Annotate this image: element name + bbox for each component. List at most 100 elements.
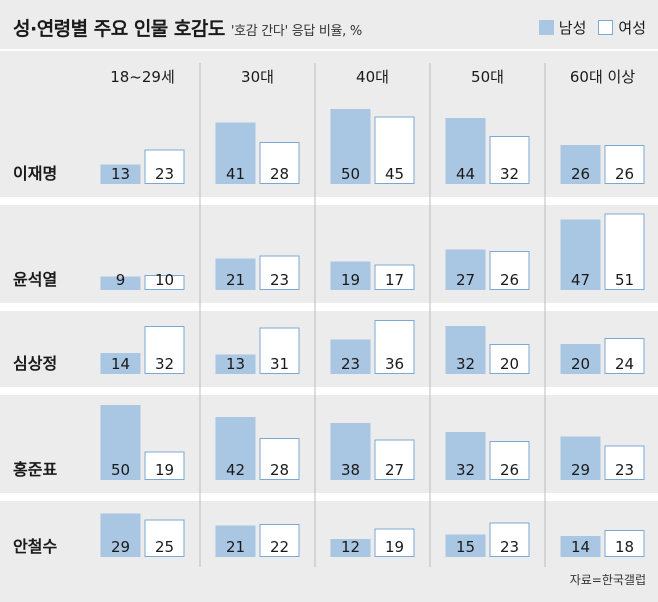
data-label-male: 9	[116, 271, 126, 289]
data-label-male: 32	[456, 355, 475, 373]
chart-title: 성·연령별 주요 인물 호감도	[13, 18, 225, 40]
data-label-male: 20	[571, 355, 590, 373]
bar-female	[259, 255, 300, 290]
bar-male	[100, 405, 141, 480]
person-label: 안철수	[13, 537, 57, 556]
data-label-female: 18	[615, 538, 634, 556]
data-label-male: 44	[456, 165, 475, 183]
bar-female	[374, 116, 415, 184]
data-label-male: 29	[571, 461, 590, 479]
source-note: 자료=한국갤럽	[569, 573, 646, 587]
data-label-male: 50	[341, 165, 360, 183]
bar-male	[100, 513, 141, 557]
person-label: 홍준표	[13, 460, 57, 479]
legend-label-male: 남성	[558, 19, 587, 37]
legend-item-male: 남성	[538, 17, 587, 38]
row-separator	[0, 197, 658, 205]
bar-female	[144, 451, 185, 480]
data-label-female: 26	[615, 165, 634, 183]
chart-subtitle: '호감 간다' 응답 비율, %	[230, 24, 362, 39]
person-label: 윤석열	[13, 270, 57, 289]
data-label-female: 26	[500, 271, 519, 289]
data-label-female: 28	[270, 461, 289, 479]
bar-male	[445, 249, 486, 290]
data-label-female: 19	[155, 461, 174, 479]
person-label: 이재명	[13, 164, 57, 183]
bar-male	[330, 261, 371, 290]
data-label-female: 26	[500, 461, 519, 479]
data-label-male: 27	[456, 271, 475, 289]
title-block: 성·연령별 주요 인물 호감도 '호감 간다' 응답 비율, %	[13, 14, 362, 41]
bar-female	[489, 522, 530, 557]
bar-male	[330, 109, 371, 184]
data-label-female: 25	[155, 538, 174, 556]
bar-female	[604, 445, 645, 480]
bar-female	[489, 136, 530, 184]
age-group-label: 50대	[471, 68, 504, 86]
bar-female	[604, 530, 645, 557]
bar-male	[215, 122, 256, 184]
bar-male	[445, 326, 486, 374]
data-label-female: 28	[270, 165, 289, 183]
bar-female	[374, 264, 415, 290]
bar-female	[259, 438, 300, 480]
bar-male	[560, 436, 601, 480]
bar-male	[445, 432, 486, 480]
data-label-male: 15	[456, 538, 475, 556]
data-label-male: 23	[341, 355, 360, 373]
bar-female	[144, 326, 185, 374]
bar-female	[489, 251, 530, 290]
legend-swatch-female	[598, 20, 614, 35]
data-label-female: 17	[385, 271, 404, 289]
bar-male	[330, 423, 371, 480]
bar-female	[374, 320, 415, 374]
data-label-male: 29	[111, 538, 130, 556]
data-label-male: 32	[456, 461, 475, 479]
data-label-male: 13	[226, 355, 245, 373]
bar-female	[374, 528, 415, 557]
bar-female	[374, 439, 415, 480]
bar-female	[259, 327, 300, 374]
data-label-female: 32	[155, 355, 174, 373]
bar-female	[144, 275, 185, 290]
data-label-male: 12	[341, 538, 360, 556]
data-label-female: 23	[270, 271, 289, 289]
bar-female	[489, 441, 530, 480]
bar-male	[445, 118, 486, 184]
data-label-male: 21	[226, 538, 245, 556]
bar-male	[215, 417, 256, 480]
legend: 남성 여성	[527, 17, 646, 38]
data-label-female: 10	[155, 271, 174, 289]
age-group-label: 40대	[356, 68, 389, 86]
data-label-female: 51	[615, 271, 634, 289]
bar-female	[259, 524, 300, 557]
data-label-male: 14	[111, 355, 130, 373]
bar-female	[144, 519, 185, 557]
data-label-male: 42	[226, 461, 245, 479]
row-separator	[0, 303, 658, 311]
age-group-label: 30대	[241, 68, 274, 86]
data-label-male: 50	[111, 461, 130, 479]
data-label-male: 41	[226, 165, 245, 183]
bar-male	[560, 536, 601, 557]
data-label-female: 23	[155, 165, 174, 183]
data-label-female: 19	[385, 538, 404, 556]
data-label-female: 24	[615, 355, 634, 373]
legend-swatch-male	[538, 20, 554, 35]
bar-female	[604, 213, 645, 290]
person-label: 심상정	[13, 354, 57, 373]
data-label-male: 19	[341, 271, 360, 289]
legend-label-female: 여성	[618, 19, 646, 37]
data-label-male: 38	[341, 461, 360, 479]
bar-male	[560, 344, 601, 374]
bar-male	[445, 534, 486, 557]
row-separator	[0, 387, 658, 395]
data-label-female: 20	[500, 355, 519, 373]
bar-male	[330, 339, 371, 374]
data-label-male: 13	[111, 165, 130, 183]
data-label-female: 45	[385, 165, 404, 183]
data-label-female: 27	[385, 461, 404, 479]
bar-male	[560, 145, 601, 184]
data-label-male: 14	[571, 538, 590, 556]
data-label-male: 21	[226, 271, 245, 289]
